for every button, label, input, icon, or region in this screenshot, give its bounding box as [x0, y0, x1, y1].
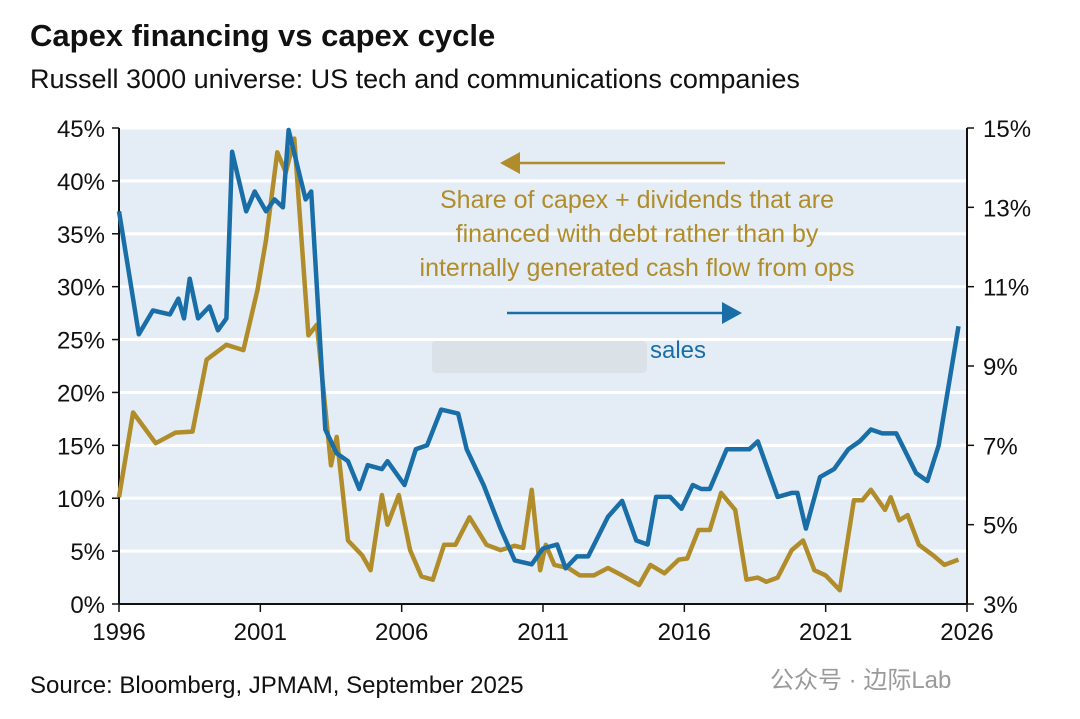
right-tick-label: 9% [983, 354, 1018, 381]
right-tick-label: 3% [983, 592, 1018, 619]
source-note: Source: Bloomberg, JPMAM, September 2025 [30, 672, 524, 699]
x-tick-label: 2006 [375, 619, 428, 646]
x-tick-label: 2011 [517, 619, 569, 646]
left-tick-label: 20% [57, 380, 105, 407]
x-tick-label: 1996 [92, 619, 145, 646]
x-tick-label: 2021 [799, 619, 852, 646]
right-tick-label: 11% [983, 275, 1029, 302]
left-tick-label: 45% [57, 116, 105, 143]
blue-series-label: sales [650, 337, 706, 364]
watermark: 公众号 · 边际Lab [770, 667, 952, 694]
right-tick-label: 15% [983, 116, 1031, 143]
right-tick-label: 5% [983, 513, 1018, 540]
right-tick-label: 13% [983, 195, 1031, 222]
gold-series-label: financed with debt rather than by [456, 220, 819, 248]
chart-subtitle: Russell 3000 universe: US tech and commu… [30, 64, 800, 94]
left-tick-label: 35% [57, 222, 105, 249]
left-tick-label: 5% [70, 539, 105, 566]
right-tick-label: 7% [983, 433, 1018, 460]
redacted-label-blur [432, 341, 647, 373]
gold-series-label: Share of capex + dividends that are [440, 186, 834, 214]
left-tick-label: 0% [70, 592, 105, 619]
x-tick-label: 2026 [940, 619, 993, 646]
left-tick-label: 40% [57, 169, 105, 196]
x-tick-label: 2001 [234, 619, 287, 646]
chart-title: Capex financing vs capex cycle [30, 18, 496, 53]
gold-series-label: internally generated cash flow from ops [420, 254, 855, 282]
left-tick-label: 30% [57, 275, 105, 302]
blue-series-line [116, 127, 961, 571]
left-tick-label: 10% [57, 486, 105, 513]
right-arrow-head-icon [722, 302, 742, 324]
left-tick-label: 25% [57, 328, 105, 355]
left-arrow-head-icon [500, 152, 520, 174]
x-tick-label: 2016 [658, 619, 711, 646]
left-tick-label: 15% [57, 433, 105, 460]
